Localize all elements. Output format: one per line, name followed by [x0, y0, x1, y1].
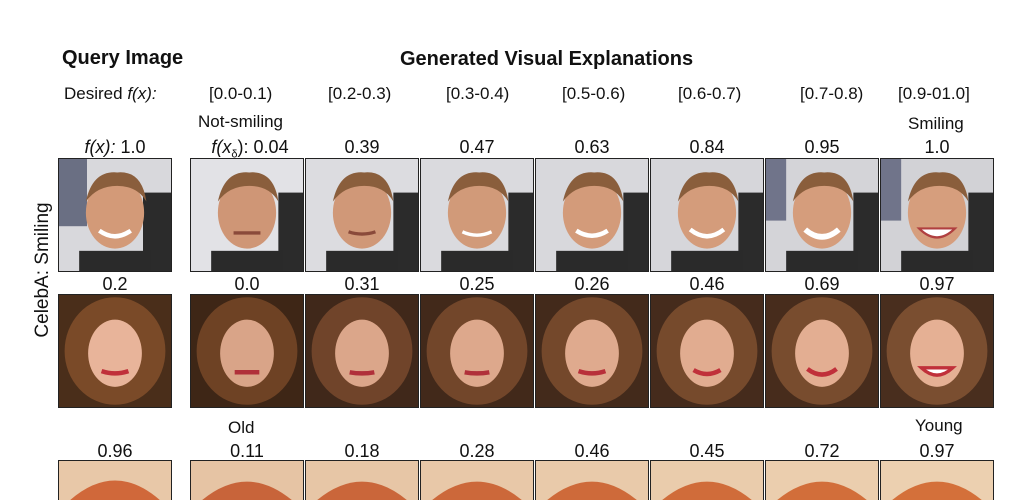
score-label: 0.18 [344, 441, 380, 461]
score-label: 0.84 [689, 137, 725, 157]
score-label: 0.46 [574, 441, 610, 461]
delta-suffix: ): 0.04 [237, 137, 289, 157]
query-face-image [58, 158, 172, 272]
score-label: 0.28 [459, 441, 495, 461]
generated-face-image [305, 460, 419, 500]
range-header: [0.9-01.0] [898, 84, 970, 103]
generated-explanations-heading: Generated Visual Explanations [400, 48, 694, 70]
query-image-heading: Query Image [62, 47, 184, 69]
score-label: 0.97 [919, 274, 955, 294]
generated-face-image [880, 294, 994, 408]
range-header: [0.2-0.3) [328, 84, 392, 103]
delta-sub: δ [231, 148, 238, 161]
score-label: 0.26 [574, 274, 610, 294]
score-label: 0.46 [689, 274, 725, 294]
generated-face-image [305, 294, 419, 408]
class-label-left: Old [228, 418, 255, 437]
query-score: 0.2 [102, 274, 128, 294]
range-header: [0.7-0.8) [800, 84, 864, 103]
generated-face-image [305, 158, 419, 272]
score-label: 0.31 [344, 274, 380, 294]
score-label: 0.47 [459, 137, 495, 157]
range-header: [0.3-0.4) [446, 84, 510, 103]
score-label: 0.63 [574, 137, 610, 157]
generated-face-image [650, 460, 764, 500]
query-score: 0.96 [97, 441, 133, 461]
range-header: [0.6-0.7) [678, 84, 742, 103]
query-face-image [58, 294, 172, 408]
score-label: 0.45 [689, 441, 725, 461]
generated-face-image [190, 158, 304, 272]
generated-face-image [650, 294, 764, 408]
score-label: 0.39 [344, 137, 380, 157]
query-score: f(x): 1.0 [58, 137, 172, 158]
generated-face-image [535, 460, 649, 500]
generated-face-image [765, 460, 879, 500]
class-label-left: Not-smiling [198, 112, 284, 131]
desired-label: Desired f(x): [64, 84, 157, 104]
generated-face-image [650, 158, 764, 272]
generated-face-image [765, 294, 879, 408]
score-label: 0.25 [459, 274, 495, 294]
delta-prefix: f(x [211, 137, 232, 157]
range-header: [0.0-0.1) [209, 84, 273, 103]
score-label: 0.0 [234, 274, 260, 294]
score-label: 0.69 [804, 274, 840, 294]
query-face-image [58, 460, 172, 500]
class-label-right: Smiling [908, 114, 964, 133]
generated-face-image [880, 460, 994, 500]
query-score-value: 1.0 [120, 137, 146, 157]
score-label: 0.97 [919, 441, 955, 461]
generated-face-image [190, 460, 304, 500]
generated-face-image [535, 294, 649, 408]
generated-face-image [880, 158, 994, 272]
query-score-prefix: f(x): [84, 137, 121, 157]
desired-prefix: Desired [64, 84, 128, 103]
side-label: CelebA: Smiling [32, 202, 53, 338]
range-header: [0.5-0.6) [562, 84, 626, 103]
generated-face-image [190, 294, 304, 408]
generated-face-image [420, 158, 534, 272]
delta-score: f(xδ): 0.04 [190, 137, 310, 161]
desired-fx: f(x): [127, 84, 157, 103]
score-label: 0.72 [804, 441, 840, 461]
score-label: 0.95 [804, 137, 840, 157]
generated-face-image [420, 294, 534, 408]
score-label: 0.11 [230, 441, 264, 461]
generated-face-image [765, 158, 879, 272]
class-label-right: Young [915, 416, 963, 435]
score-label: 1.0 [924, 137, 950, 157]
generated-face-image [420, 460, 534, 500]
generated-face-image [535, 158, 649, 272]
